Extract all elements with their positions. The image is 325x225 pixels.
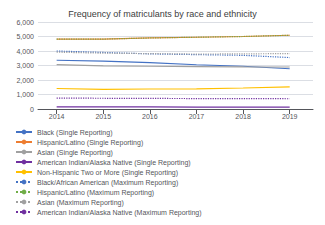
- svg-text:6,000: 6,000: [16, 19, 34, 26]
- svg-text:2016: 2016: [142, 113, 158, 120]
- svg-text:2017: 2017: [189, 113, 205, 120]
- svg-text:Black/African American (Maximu: Black/African American (Maximum Reportin…: [37, 179, 178, 187]
- svg-text:Frequency of matriculants by r: Frequency of matriculants by race and et…: [68, 9, 257, 19]
- svg-text:2019: 2019: [282, 113, 298, 120]
- svg-text:Hispanic/Latino (Single Report: Hispanic/Latino (Single Reporting): [37, 139, 143, 147]
- svg-text:Hispanic/Latino (Maximum Repor: Hispanic/Latino (Maximum Reporting): [37, 189, 154, 197]
- svg-text:American Indian/Alaska Native: American Indian/Alaska Native (Single Re…: [37, 159, 191, 167]
- svg-text:Asian (Maximum Reporting): Asian (Maximum Reporting): [37, 199, 124, 207]
- svg-text:2,000: 2,000: [16, 77, 34, 84]
- svg-text:Black (Single Reporting): Black (Single Reporting): [37, 129, 112, 137]
- svg-text:5,000: 5,000: [16, 33, 34, 40]
- svg-text:1,000: 1,000: [16, 91, 34, 98]
- svg-text:2015: 2015: [95, 113, 111, 120]
- svg-text:2018: 2018: [235, 113, 251, 120]
- svg-text:Non-Hispanic Two or More (Sing: Non-Hispanic Two or More (Single Reporti…: [37, 169, 178, 177]
- svg-text:4,000: 4,000: [16, 48, 34, 55]
- svg-text:American Indian/Alaska Native: American Indian/Alaska Native (Maximum R…: [37, 209, 202, 217]
- svg-text:Asian (Single Reporting): Asian (Single Reporting): [37, 149, 113, 157]
- svg-text:2014: 2014: [49, 113, 65, 120]
- svg-text:0: 0: [30, 106, 34, 113]
- svg-text:3,000: 3,000: [16, 62, 34, 69]
